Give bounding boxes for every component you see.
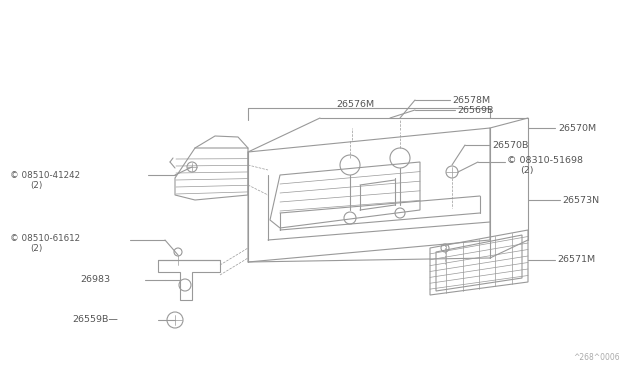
Text: 26573N: 26573N bbox=[562, 196, 599, 205]
Text: (2): (2) bbox=[30, 244, 42, 253]
Text: © 08510-41242: © 08510-41242 bbox=[10, 170, 80, 180]
Text: 26983: 26983 bbox=[80, 276, 110, 285]
Text: © 08510-61612: © 08510-61612 bbox=[10, 234, 80, 243]
Text: 26570B: 26570B bbox=[492, 141, 529, 150]
Text: 26570M: 26570M bbox=[558, 124, 596, 132]
Text: © 08310-51698: © 08310-51698 bbox=[507, 155, 583, 164]
Text: ^268^0006: ^268^0006 bbox=[573, 353, 620, 362]
Text: 26578M: 26578M bbox=[452, 96, 490, 105]
Text: 26559B—: 26559B— bbox=[72, 315, 118, 324]
Text: 26576M: 26576M bbox=[336, 99, 374, 109]
Text: 26571M: 26571M bbox=[557, 256, 595, 264]
Text: (2): (2) bbox=[520, 166, 534, 174]
Text: 26569B: 26569B bbox=[457, 106, 493, 115]
Text: (2): (2) bbox=[30, 180, 42, 189]
